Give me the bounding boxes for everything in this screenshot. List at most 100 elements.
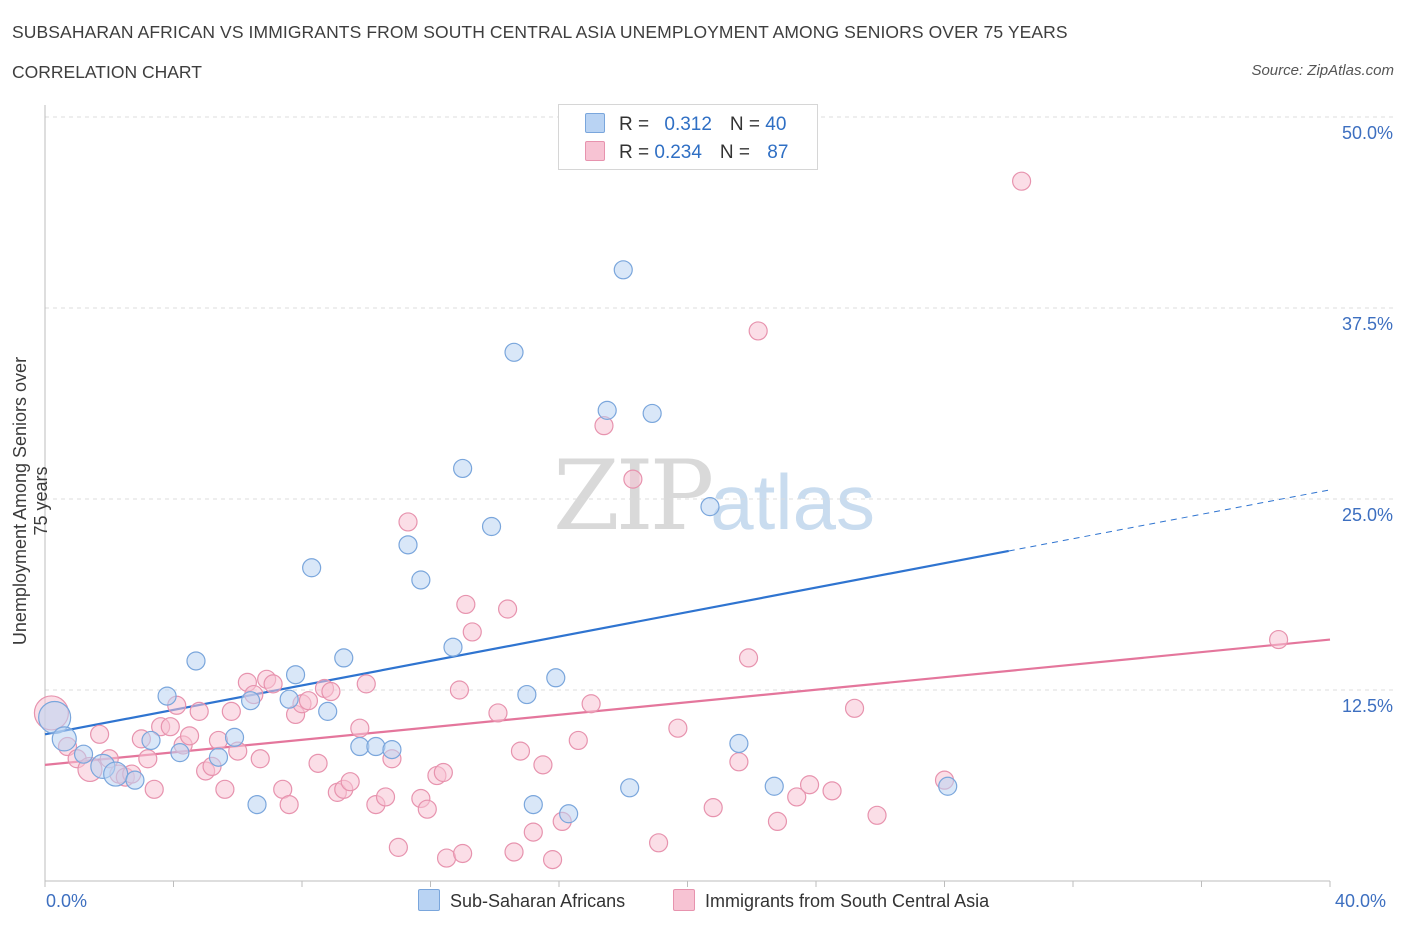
point-sub-saharan (443, 637, 463, 657)
point-south-central-asia (498, 599, 518, 619)
legend-r-label: R = (619, 142, 655, 163)
bottom-legend-sub-saharan: Sub-Saharan Africans (418, 889, 625, 912)
point-south-central-asia (189, 701, 209, 721)
point-south-central-asia (321, 681, 341, 702)
x-tick-label-min: 0.0% (46, 891, 88, 911)
point-south-central-asia (263, 674, 283, 694)
point-south-central-asia (729, 752, 749, 772)
y-tick-label: 25.0% (1341, 505, 1393, 525)
point-south-central-asia (340, 772, 360, 792)
point-sub-saharan (411, 570, 431, 590)
point-sub-saharan (247, 794, 267, 815)
point-south-central-asia (160, 717, 180, 737)
point-south-central-asia (799, 775, 820, 795)
point-sub-saharan (764, 776, 784, 796)
point-sub-saharan (546, 668, 566, 688)
y-tick-label: 50.0% (1341, 123, 1393, 143)
legend-r-value-pink: 0.234 (654, 142, 702, 163)
point-south-central-asia (398, 512, 418, 532)
point-south-central-asia (822, 781, 842, 801)
point-south-central-asia (648, 833, 669, 853)
point-south-central-asia (787, 787, 807, 807)
point-sub-saharan (729, 733, 749, 754)
point-sub-saharan (279, 689, 299, 709)
point-sub-saharan (318, 701, 338, 721)
point-south-central-asia (208, 730, 229, 751)
point-sub-saharan (620, 778, 640, 798)
point-south-central-asia (144, 779, 164, 799)
chart-title: SUBSAHARAN AFRICAN VS IMMIGRANTS FROM SO… (12, 22, 1068, 42)
point-sub-saharan (642, 403, 662, 424)
point-south-central-asia (436, 848, 457, 868)
point-sub-saharan (302, 558, 322, 578)
legend-r-label: R = (619, 114, 655, 135)
point-south-central-asia (1011, 171, 1032, 191)
point-sub-saharan (208, 747, 229, 767)
y-tick-label: 37.5% (1341, 314, 1393, 334)
point-south-central-asia (488, 703, 508, 723)
point-south-central-asia (510, 741, 531, 761)
x-tick-label-max: 40.0% (1335, 891, 1387, 911)
point-sub-saharan (523, 794, 543, 815)
point-south-central-asia (179, 726, 200, 746)
point-south-central-asia (523, 822, 543, 842)
point-south-central-asia (221, 701, 241, 721)
bottom-legend-south-central-asia: Immigrants from South Central Asia (673, 889, 989, 912)
point-south-central-asia (542, 850, 563, 870)
point-sub-saharan (559, 804, 579, 824)
point-sub-saharan (170, 743, 190, 763)
point-south-central-asia (308, 753, 328, 773)
point-sub-saharan (186, 651, 206, 671)
bottom-legend-label-blue: Sub-Saharan Africans (450, 891, 626, 911)
point-sub-saharan (382, 739, 402, 760)
point-south-central-asia (90, 724, 110, 744)
point-sub-saharan (103, 761, 129, 787)
point-sub-saharan (453, 458, 473, 479)
point-sub-saharan (241, 691, 261, 711)
point-sub-saharan (350, 736, 370, 757)
point-south-central-asia (449, 680, 470, 700)
legend-n-label: N = (729, 114, 766, 135)
point-sub-saharan (157, 686, 177, 706)
legend-swatch-pink (585, 141, 605, 161)
point-sub-saharan (141, 730, 161, 751)
point-south-central-asia (215, 779, 235, 799)
point-sub-saharan (481, 516, 502, 537)
chart-subtitle: CORRELATION CHART (12, 62, 202, 82)
watermark-zip: ZIP (553, 440, 714, 552)
point-sub-saharan (51, 726, 77, 752)
point-south-central-asia (533, 755, 553, 775)
legend-swatch-blue (585, 113, 605, 133)
point-south-central-asia (279, 794, 299, 815)
point-sub-saharan (504, 342, 524, 362)
point-south-central-asia (748, 321, 768, 341)
point-south-central-asia (375, 787, 396, 807)
series-sub-saharan-points (38, 260, 958, 824)
point-south-central-asia (568, 730, 588, 751)
point-sub-saharan (613, 260, 633, 280)
bottom-legend-label-pink: Immigrants from South Central Asia (705, 891, 990, 911)
bottom-legend-swatch-pink (673, 889, 695, 911)
point-sub-saharan (938, 776, 958, 796)
point-sub-saharan (517, 684, 537, 705)
point-sub-saharan (73, 744, 94, 764)
legend-n-value-blue: 40 (765, 114, 787, 135)
point-sub-saharan (285, 665, 306, 685)
point-south-central-asia (453, 843, 473, 864)
bottom-legend-swatch-blue (418, 889, 440, 911)
legend-row-pink: R = 0.234 N = 87 (585, 141, 788, 165)
point-south-central-asia (250, 749, 270, 769)
series-south-central-asia-points (33, 171, 1289, 870)
legend-n-label: N = (719, 142, 756, 163)
y-axis-label: Unemployment Among Seniors over 75 years (10, 356, 51, 646)
point-south-central-asia (462, 622, 482, 642)
legend-r-value-blue: 0.312 (664, 114, 712, 135)
trend-lines (44, 489, 1331, 766)
point-south-central-asia (298, 691, 319, 711)
point-south-central-asia (504, 842, 524, 862)
point-sub-saharan (398, 535, 418, 555)
point-sub-saharan (700, 497, 720, 517)
trend-line-sub-saharan (44, 549, 1009, 736)
point-south-central-asia (433, 762, 453, 783)
point-south-central-asia (388, 837, 408, 857)
